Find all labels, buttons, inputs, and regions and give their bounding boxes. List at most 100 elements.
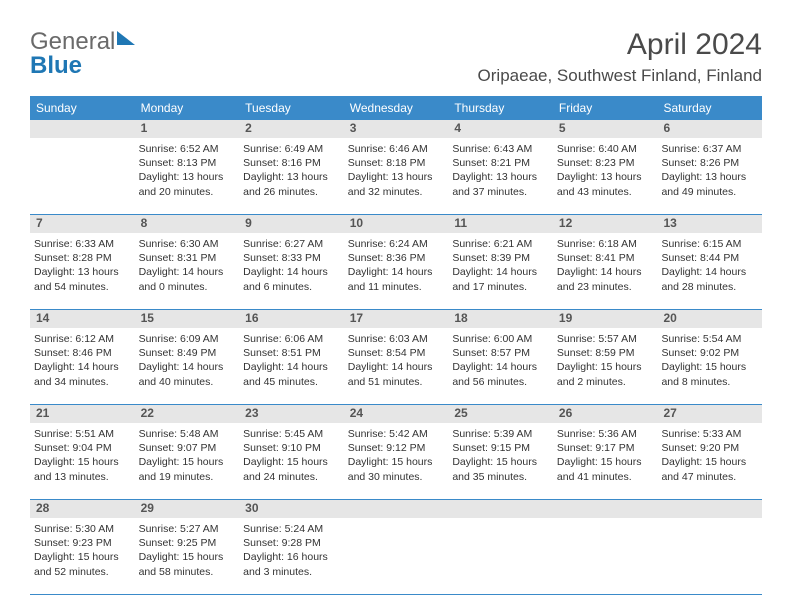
daylight-text: Daylight: 14 hours and 0 minutes. bbox=[139, 265, 236, 293]
daylight-text: Daylight: 14 hours and 11 minutes. bbox=[348, 265, 445, 293]
sunrise-text: Sunrise: 6:03 AM bbox=[348, 332, 445, 346]
daynum-row: 282930 bbox=[30, 500, 762, 518]
header-right: April 2024 Oripaeae, Southwest Finland, … bbox=[478, 28, 762, 86]
sunrise-text: Sunrise: 5:30 AM bbox=[34, 522, 131, 536]
day-cell: Sunrise: 5:54 AMSunset: 9:02 PMDaylight:… bbox=[657, 328, 762, 404]
day-cell: Sunrise: 6:06 AMSunset: 8:51 PMDaylight:… bbox=[239, 328, 344, 404]
day-cell: Sunrise: 5:45 AMSunset: 9:10 PMDaylight:… bbox=[239, 423, 344, 499]
page-title: April 2024 bbox=[478, 28, 762, 62]
sunset-text: Sunset: 9:12 PM bbox=[348, 441, 445, 455]
sunrise-text: Sunrise: 5:39 AM bbox=[452, 427, 549, 441]
dow-thursday: Thursday bbox=[448, 96, 553, 120]
daylight-text: Daylight: 15 hours and 41 minutes. bbox=[557, 455, 654, 483]
day-number: 4 bbox=[448, 120, 553, 138]
daylight-text: Daylight: 13 hours and 32 minutes. bbox=[348, 170, 445, 198]
sunset-text: Sunset: 8:59 PM bbox=[557, 346, 654, 360]
location-text: Oripaeae, Southwest Finland, Finland bbox=[478, 66, 762, 86]
day-number bbox=[30, 120, 135, 138]
dow-tuesday: Tuesday bbox=[239, 96, 344, 120]
sunset-text: Sunset: 8:57 PM bbox=[452, 346, 549, 360]
sunrise-text: Sunrise: 6:09 AM bbox=[139, 332, 236, 346]
sunrise-text: Sunrise: 6:43 AM bbox=[452, 142, 549, 156]
daylight-text: Daylight: 16 hours and 3 minutes. bbox=[243, 550, 340, 578]
daylight-text: Daylight: 13 hours and 26 minutes. bbox=[243, 170, 340, 198]
day-info: Sunrise: 6:03 AMSunset: 8:54 PMDaylight:… bbox=[348, 332, 445, 389]
daylight-text: Daylight: 15 hours and 13 minutes. bbox=[34, 455, 131, 483]
day-info: Sunrise: 6:12 AMSunset: 8:46 PMDaylight:… bbox=[34, 332, 131, 389]
day-number: 10 bbox=[344, 215, 449, 233]
week-row: Sunrise: 5:51 AMSunset: 9:04 PMDaylight:… bbox=[30, 423, 762, 500]
day-cell bbox=[344, 518, 449, 594]
day-info: Sunrise: 6:37 AMSunset: 8:26 PMDaylight:… bbox=[661, 142, 758, 199]
dow-monday: Monday bbox=[135, 96, 240, 120]
day-number: 19 bbox=[553, 310, 658, 328]
daylight-text: Daylight: 15 hours and 58 minutes. bbox=[139, 550, 236, 578]
day-info: Sunrise: 5:51 AMSunset: 9:04 PMDaylight:… bbox=[34, 427, 131, 484]
logo-text-2: Blue bbox=[30, 52, 82, 80]
sunrise-text: Sunrise: 5:48 AM bbox=[139, 427, 236, 441]
day-info: Sunrise: 5:57 AMSunset: 8:59 PMDaylight:… bbox=[557, 332, 654, 389]
sunrise-text: Sunrise: 6:24 AM bbox=[348, 237, 445, 251]
day-info: Sunrise: 6:27 AMSunset: 8:33 PMDaylight:… bbox=[243, 237, 340, 294]
day-number bbox=[448, 500, 553, 518]
day-number: 21 bbox=[30, 405, 135, 423]
sunset-text: Sunset: 9:10 PM bbox=[243, 441, 340, 455]
sunset-text: Sunset: 8:33 PM bbox=[243, 251, 340, 265]
week-row: Sunrise: 6:52 AMSunset: 8:13 PMDaylight:… bbox=[30, 138, 762, 215]
day-info: Sunrise: 6:49 AMSunset: 8:16 PMDaylight:… bbox=[243, 142, 340, 199]
sunset-text: Sunset: 9:04 PM bbox=[34, 441, 131, 455]
sunset-text: Sunset: 8:23 PM bbox=[557, 156, 654, 170]
sunrise-text: Sunrise: 6:33 AM bbox=[34, 237, 131, 251]
sunrise-text: Sunrise: 6:37 AM bbox=[661, 142, 758, 156]
day-info: Sunrise: 6:46 AMSunset: 8:18 PMDaylight:… bbox=[348, 142, 445, 199]
daylight-text: Daylight: 15 hours and 47 minutes. bbox=[661, 455, 758, 483]
day-info: Sunrise: 6:00 AMSunset: 8:57 PMDaylight:… bbox=[452, 332, 549, 389]
sunrise-text: Sunrise: 5:27 AM bbox=[139, 522, 236, 536]
day-cell: Sunrise: 6:21 AMSunset: 8:39 PMDaylight:… bbox=[448, 233, 553, 309]
sunset-text: Sunset: 8:46 PM bbox=[34, 346, 131, 360]
sunset-text: Sunset: 8:26 PM bbox=[661, 156, 758, 170]
day-number: 5 bbox=[553, 120, 658, 138]
sunrise-text: Sunrise: 6:06 AM bbox=[243, 332, 340, 346]
day-info: Sunrise: 6:30 AMSunset: 8:31 PMDaylight:… bbox=[139, 237, 236, 294]
sunset-text: Sunset: 9:17 PM bbox=[557, 441, 654, 455]
day-info: Sunrise: 5:54 AMSunset: 9:02 PMDaylight:… bbox=[661, 332, 758, 389]
sunset-text: Sunset: 8:28 PM bbox=[34, 251, 131, 265]
dow-header-row: Sunday Monday Tuesday Wednesday Thursday… bbox=[30, 96, 762, 120]
day-number: 18 bbox=[448, 310, 553, 328]
day-number: 6 bbox=[657, 120, 762, 138]
daylight-text: Daylight: 15 hours and 24 minutes. bbox=[243, 455, 340, 483]
day-cell: Sunrise: 6:46 AMSunset: 8:18 PMDaylight:… bbox=[344, 138, 449, 214]
day-cell: Sunrise: 5:51 AMSunset: 9:04 PMDaylight:… bbox=[30, 423, 135, 499]
daylight-text: Daylight: 13 hours and 43 minutes. bbox=[557, 170, 654, 198]
day-cell: Sunrise: 6:12 AMSunset: 8:46 PMDaylight:… bbox=[30, 328, 135, 404]
daylight-text: Daylight: 14 hours and 40 minutes. bbox=[139, 360, 236, 388]
day-number: 24 bbox=[344, 405, 449, 423]
day-cell: Sunrise: 6:43 AMSunset: 8:21 PMDaylight:… bbox=[448, 138, 553, 214]
sunset-text: Sunset: 8:16 PM bbox=[243, 156, 340, 170]
logo-triangle-icon bbox=[117, 31, 135, 45]
day-cell: Sunrise: 6:27 AMSunset: 8:33 PMDaylight:… bbox=[239, 233, 344, 309]
day-number: 1 bbox=[135, 120, 240, 138]
day-cell: Sunrise: 5:42 AMSunset: 9:12 PMDaylight:… bbox=[344, 423, 449, 499]
sunrise-text: Sunrise: 5:54 AM bbox=[661, 332, 758, 346]
daylight-text: Daylight: 15 hours and 2 minutes. bbox=[557, 360, 654, 388]
day-number: 15 bbox=[135, 310, 240, 328]
day-cell: Sunrise: 6:40 AMSunset: 8:23 PMDaylight:… bbox=[553, 138, 658, 214]
day-info: Sunrise: 6:43 AMSunset: 8:21 PMDaylight:… bbox=[452, 142, 549, 199]
sunrise-text: Sunrise: 5:45 AM bbox=[243, 427, 340, 441]
daylight-text: Daylight: 15 hours and 35 minutes. bbox=[452, 455, 549, 483]
day-info: Sunrise: 5:36 AMSunset: 9:17 PMDaylight:… bbox=[557, 427, 654, 484]
day-cell: Sunrise: 5:57 AMSunset: 8:59 PMDaylight:… bbox=[553, 328, 658, 404]
sunset-text: Sunset: 9:15 PM bbox=[452, 441, 549, 455]
day-number: 13 bbox=[657, 215, 762, 233]
sunrise-text: Sunrise: 6:49 AM bbox=[243, 142, 340, 156]
day-cell: Sunrise: 6:15 AMSunset: 8:44 PMDaylight:… bbox=[657, 233, 762, 309]
header: General April 2024 Oripaeae, Southwest F… bbox=[30, 28, 762, 86]
day-cell: Sunrise: 5:36 AMSunset: 9:17 PMDaylight:… bbox=[553, 423, 658, 499]
sunrise-text: Sunrise: 5:33 AM bbox=[661, 427, 758, 441]
dow-friday: Friday bbox=[553, 96, 658, 120]
day-cell: Sunrise: 5:30 AMSunset: 9:23 PMDaylight:… bbox=[30, 518, 135, 594]
sunrise-text: Sunrise: 6:46 AM bbox=[348, 142, 445, 156]
daynum-row: 78910111213 bbox=[30, 215, 762, 233]
